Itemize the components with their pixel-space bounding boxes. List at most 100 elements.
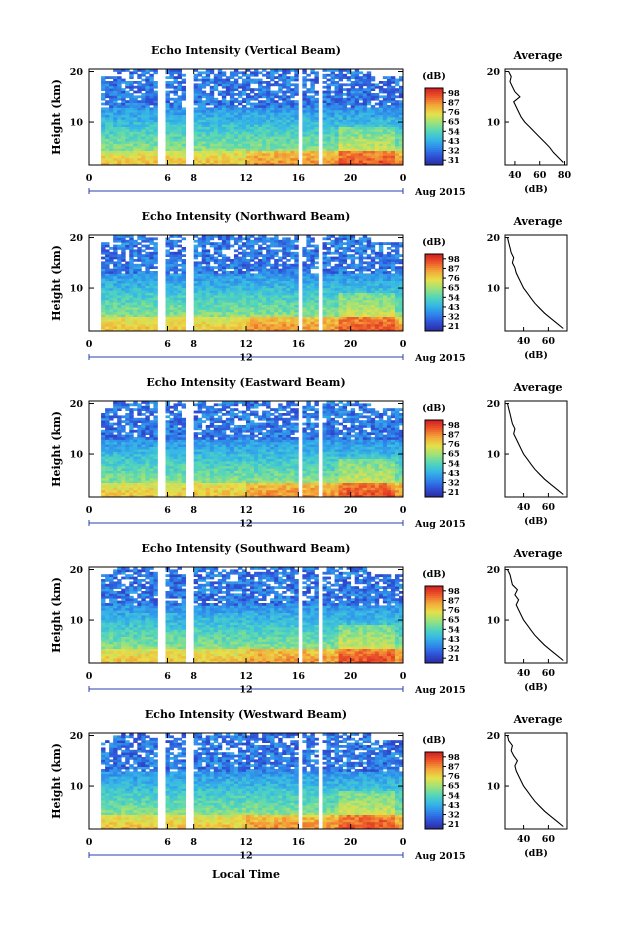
heatmap-cell bbox=[334, 326, 339, 329]
heatmap-cell bbox=[370, 309, 376, 313]
heatmap-cell bbox=[221, 153, 227, 156]
heatmap-cell bbox=[117, 119, 122, 123]
heatmap-cell bbox=[294, 290, 299, 293]
heatmap-cell bbox=[270, 119, 275, 123]
heatmap-cell bbox=[133, 323, 138, 327]
heatmap-cell bbox=[310, 109, 315, 113]
heatmap-cell bbox=[205, 131, 211, 135]
heatmap-cell bbox=[390, 138, 396, 142]
heatmap-cell bbox=[310, 299, 315, 303]
heatmap-cell bbox=[121, 107, 126, 111]
heatmap-cell bbox=[286, 292, 291, 296]
heatmap-cell bbox=[382, 138, 388, 142]
heatmap-cell bbox=[101, 278, 106, 281]
heatmap-cell bbox=[205, 287, 211, 291]
heatmap-cell bbox=[382, 83, 388, 87]
heatmap-cell bbox=[177, 126, 182, 130]
heatmap-cell bbox=[237, 299, 243, 303]
heatmap-cell bbox=[117, 237, 122, 241]
heatmap-cell bbox=[125, 275, 130, 279]
heatmap-cell bbox=[165, 244, 170, 248]
heatmap-cell bbox=[221, 143, 227, 147]
heatmap-cell bbox=[266, 150, 271, 154]
heatmap-cell bbox=[386, 112, 392, 115]
heatmap-cell bbox=[169, 287, 174, 291]
heatmap-cell bbox=[278, 141, 283, 144]
heatmap-cell bbox=[358, 124, 364, 127]
heatmap-cell bbox=[105, 311, 110, 315]
heatmap-cell bbox=[266, 268, 271, 272]
heatmap-cell bbox=[173, 85, 178, 89]
heatmap-cell bbox=[173, 295, 178, 298]
heatmap-cell bbox=[374, 251, 380, 255]
heatmap-cell bbox=[250, 273, 255, 277]
heatmap-cell bbox=[246, 157, 251, 161]
heatmap-cell bbox=[141, 263, 146, 267]
heatmap-cell bbox=[362, 292, 368, 296]
heatmap-cell bbox=[113, 278, 118, 281]
heatmap-cell bbox=[246, 124, 251, 127]
heatmap-cell bbox=[181, 153, 187, 156]
heatmap-cell bbox=[145, 124, 150, 127]
heatmap-cell bbox=[246, 259, 251, 262]
heatmap-cell bbox=[306, 278, 311, 281]
heatmap-cell bbox=[105, 297, 110, 301]
heatmap-cell bbox=[133, 242, 138, 245]
heatmap-cell bbox=[330, 251, 335, 255]
heatmap-cell bbox=[378, 105, 384, 108]
heatmap-cell bbox=[286, 290, 291, 293]
heatmap-cell bbox=[362, 124, 368, 127]
heatmap-cell bbox=[378, 280, 384, 284]
heatmap-cell bbox=[398, 145, 404, 149]
heatmap-cell bbox=[346, 299, 352, 303]
heatmap-cell bbox=[266, 271, 271, 274]
heatmap-cell bbox=[125, 153, 130, 156]
heatmap-cell bbox=[266, 251, 271, 255]
heatmap-cell bbox=[217, 328, 223, 332]
heatmap-cell bbox=[137, 85, 142, 89]
heatmap-cell bbox=[354, 107, 360, 111]
heatmap-cell bbox=[362, 268, 368, 272]
heatmap-cell bbox=[141, 239, 146, 243]
heatmap-cell bbox=[229, 121, 235, 125]
heatmap-cell bbox=[201, 299, 207, 303]
heatmap-cell bbox=[282, 93, 287, 96]
heatmap-cell bbox=[149, 81, 154, 84]
heatmap-cell bbox=[294, 297, 299, 301]
heatmap-cell bbox=[262, 73, 267, 77]
heatmap-cell bbox=[342, 124, 348, 127]
heatmap-cell bbox=[125, 148, 130, 151]
heatmap-cell bbox=[346, 242, 352, 245]
heatmap-cell bbox=[398, 155, 404, 159]
heatmap-cell bbox=[105, 150, 110, 154]
heatmap-cell bbox=[117, 131, 122, 135]
heatmap-cell bbox=[225, 316, 231, 320]
heatmap-cell bbox=[366, 133, 372, 137]
heatmap-cell bbox=[193, 131, 199, 135]
heatmap-cell bbox=[213, 297, 219, 301]
heatmap-cell bbox=[233, 254, 239, 257]
heatmap-cell bbox=[278, 321, 283, 325]
heatmap-cell bbox=[338, 117, 344, 120]
heatmap-cell bbox=[306, 323, 311, 327]
heatmap-cell bbox=[121, 148, 126, 151]
heatmap-cell bbox=[362, 109, 368, 113]
heatmap-cell bbox=[169, 302, 174, 305]
heatmap-cell bbox=[205, 150, 211, 154]
heatmap-cell bbox=[274, 90, 279, 94]
heatmap-cell bbox=[286, 129, 291, 132]
heatmap-cell bbox=[225, 143, 231, 147]
heatmap-cell bbox=[101, 275, 106, 279]
heatmap-cell bbox=[306, 251, 311, 255]
heatmap-cell bbox=[362, 321, 368, 325]
heatmap-cell bbox=[310, 297, 315, 301]
heatmap-cell bbox=[101, 95, 106, 99]
heatmap-cell bbox=[358, 285, 364, 289]
heatmap-cell bbox=[282, 314, 287, 317]
heatmap-cell bbox=[374, 93, 380, 96]
heatmap-cell bbox=[113, 328, 118, 332]
heatmap-cell bbox=[113, 83, 118, 87]
heatmap-cell bbox=[201, 290, 207, 293]
heatmap-cell bbox=[193, 261, 199, 265]
heatmap-cell bbox=[197, 71, 203, 75]
